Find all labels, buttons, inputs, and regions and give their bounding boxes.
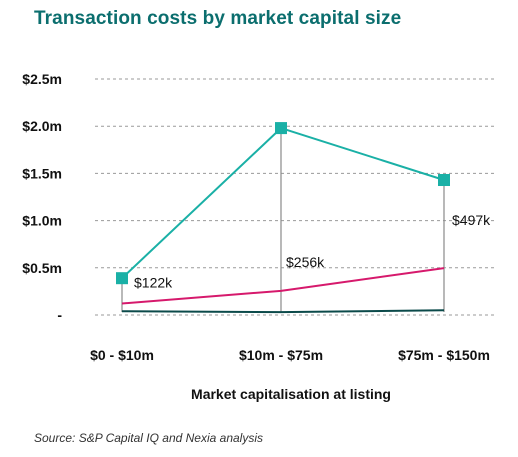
- data-label: $497k: [452, 212, 491, 228]
- y-tick-label: $2.0m: [22, 118, 62, 134]
- data-label: $122k: [134, 274, 173, 290]
- x-tick-label: $10m - $75m: [239, 347, 323, 363]
- x-tick-label: $75m - $150m: [398, 347, 490, 363]
- y-tick-label: $1.0m: [22, 213, 62, 229]
- line-chart: - $0.5m $1.0m $1.5m $2.0m $2.5m $122k $256k $49…: [22, 71, 495, 402]
- chart-title: Transaction costs by market capital size: [34, 8, 402, 29]
- series-line: [121, 126, 445, 279]
- y-tick-label: -: [57, 307, 62, 323]
- x-axis-ticks: $0 - $10m $10m - $75m $75m - $150m: [90, 347, 490, 363]
- data-point-marker: [275, 122, 287, 135]
- series-markers: [116, 122, 450, 285]
- data-labels: $122k $256k $497k: [134, 212, 491, 290]
- gridlines: [95, 78, 495, 316]
- y-tick-label: $0.5m: [22, 260, 62, 276]
- source-note: Source: S&P Capital IQ and Nexia analysi…: [34, 431, 264, 445]
- y-tick-label: $1.5m: [22, 165, 62, 181]
- data-label: $256k: [286, 254, 325, 270]
- y-axis-ticks: - $0.5m $1.0m $1.5m $2.0m $2.5m: [22, 71, 62, 323]
- y-tick-label: $2.5m: [22, 71, 62, 87]
- x-tick-label: $0 - $10m: [90, 347, 154, 363]
- data-point-marker: [438, 174, 450, 187]
- series-line: [121, 267, 445, 305]
- x-axis-label: Market capitalisation at listing: [191, 386, 391, 402]
- data-point-marker: [116, 272, 128, 285]
- series-line: [121, 309, 445, 314]
